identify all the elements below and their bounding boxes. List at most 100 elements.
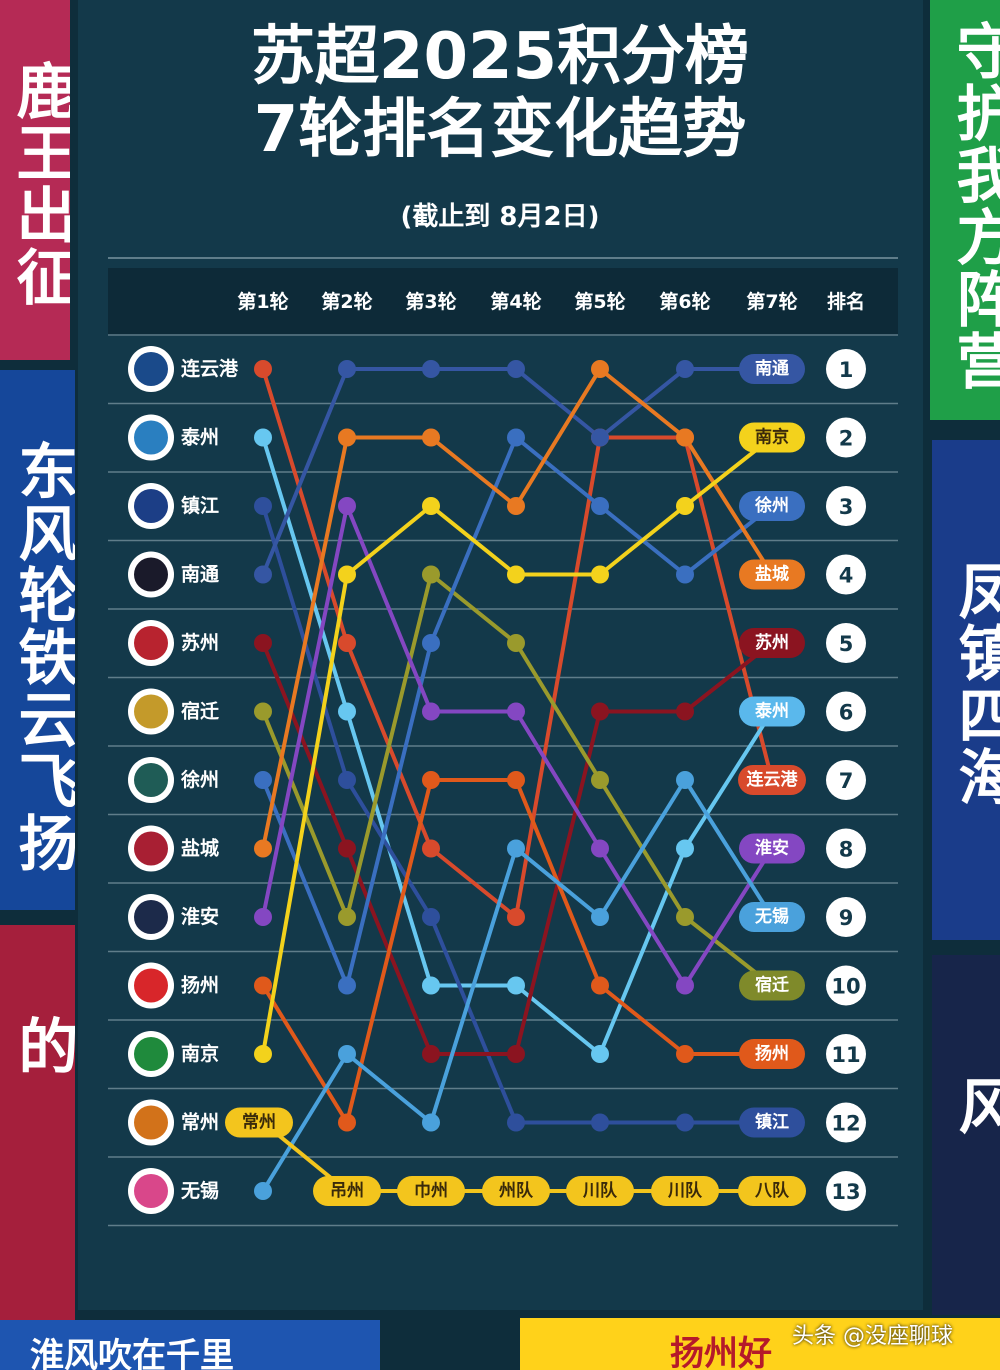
team-logo-core	[134, 352, 168, 386]
final-rank-badge	[739, 628, 805, 658]
team-label: 苏州	[181, 631, 219, 654]
bottom-scarf-left: 淮风吹在千里	[0, 1320, 380, 1370]
team-badge-label: 吊州	[330, 1181, 364, 1201]
rank-circle	[826, 691, 866, 732]
team-logo	[128, 962, 174, 1009]
series-point	[507, 428, 525, 447]
team-logo	[128, 414, 174, 461]
series-point	[338, 839, 356, 858]
team-logo	[128, 688, 174, 735]
final-rank-badge	[739, 422, 805, 453]
team-logo-core	[134, 1174, 168, 1208]
series-point	[591, 976, 609, 995]
series-point	[591, 839, 609, 858]
column-header: 第4轮	[490, 290, 541, 313]
series-point	[591, 1045, 609, 1063]
chart-title-line1: 苏超2025积分榜	[250, 20, 750, 94]
rank-number: 1	[839, 358, 854, 382]
team-logo	[128, 1031, 174, 1077]
final-rank-badge-label: 苏州	[755, 632, 789, 653]
team-logo-core	[134, 557, 168, 592]
rank-circle	[826, 417, 866, 458]
rank-number: 11	[831, 1043, 860, 1067]
series-point	[591, 497, 609, 515]
series-point	[591, 702, 609, 721]
series-point	[676, 771, 694, 789]
series-point	[507, 839, 525, 858]
team-label: 泰州	[180, 426, 219, 449]
series-point	[338, 360, 356, 378]
series-point	[254, 1045, 272, 1063]
rank-circle	[826, 1102, 866, 1143]
series-point	[591, 908, 609, 926]
series-point	[591, 565, 609, 584]
team-logo	[128, 825, 174, 872]
team-badge-label: 巾州	[414, 1180, 448, 1201]
team-logo-core	[134, 1105, 168, 1140]
column-header: 排名	[827, 290, 865, 313]
series-point	[338, 428, 356, 447]
final-rank-badge-label: 南京	[755, 427, 789, 448]
series-point	[676, 839, 694, 858]
team-badge-label: 川队	[667, 1180, 703, 1201]
series-point	[507, 771, 525, 789]
series-point	[338, 1113, 356, 1132]
series-point	[422, 360, 440, 378]
series-point	[422, 1045, 440, 1063]
team-badge-label: 八队	[755, 1180, 790, 1201]
final-rank-badge-label: 扬州	[755, 1043, 789, 1064]
team-label: 淮安	[181, 905, 219, 928]
final-rank-badge	[739, 970, 805, 1001]
series-point	[591, 771, 609, 789]
chart-subtitle: (截止到 8月2日)	[400, 202, 600, 232]
series-point	[422, 702, 440, 721]
column-header: 第2轮	[321, 290, 372, 313]
series-point	[676, 908, 694, 926]
team-label: 连云港	[181, 357, 239, 380]
bottom-scarf-right-text: 扬州好	[670, 1334, 772, 1370]
series-point	[254, 497, 272, 515]
team-logo-core	[134, 968, 168, 1003]
right-scarf-bottom-text: 盐阜雄风	[948, 1075, 1000, 1137]
series-point	[338, 565, 356, 584]
series-point	[507, 360, 525, 378]
team-badge	[738, 1176, 806, 1206]
series-point	[422, 839, 440, 858]
series-point	[338, 1045, 356, 1063]
final-rank-badge-label: 盐城	[755, 564, 789, 585]
rank-number: 5	[839, 632, 854, 656]
series-point	[507, 565, 525, 584]
series-point	[254, 360, 272, 378]
series-point	[507, 702, 525, 721]
left-scarf-bottom: 苏超是苏州的	[0, 925, 75, 1325]
header-band	[108, 268, 898, 336]
series-point	[338, 634, 356, 652]
team-badge	[397, 1176, 465, 1206]
left-scarf-top-text: 鹿王出征	[6, 60, 70, 308]
final-rank-badge	[739, 902, 805, 932]
team-logo	[128, 1099, 174, 1146]
team-label: 扬州	[181, 974, 219, 997]
team-badge	[313, 1176, 381, 1206]
series-point	[254, 1182, 272, 1200]
series-point	[507, 497, 525, 515]
series-point	[422, 771, 440, 789]
team-logo	[128, 620, 174, 666]
series-point	[254, 976, 272, 995]
final-rank-badge	[738, 765, 806, 795]
series-point	[676, 565, 694, 584]
right-scarf-bottom: 盐阜雄风	[932, 955, 1000, 1315]
rank-number: 2	[839, 427, 854, 451]
team-badge	[225, 1107, 293, 1138]
final-rank-badge-label: 宿迁	[755, 975, 789, 996]
team-logo	[128, 894, 174, 940]
series-point	[591, 428, 609, 447]
right-scarf-top: 守护我方阵营	[930, 0, 1000, 420]
final-rank-badge-label: 镇江	[755, 1112, 789, 1133]
team-logo	[128, 483, 174, 529]
series-point	[507, 976, 525, 995]
series-point	[422, 908, 440, 926]
final-rank-badge	[739, 833, 805, 864]
series-point	[338, 771, 356, 789]
